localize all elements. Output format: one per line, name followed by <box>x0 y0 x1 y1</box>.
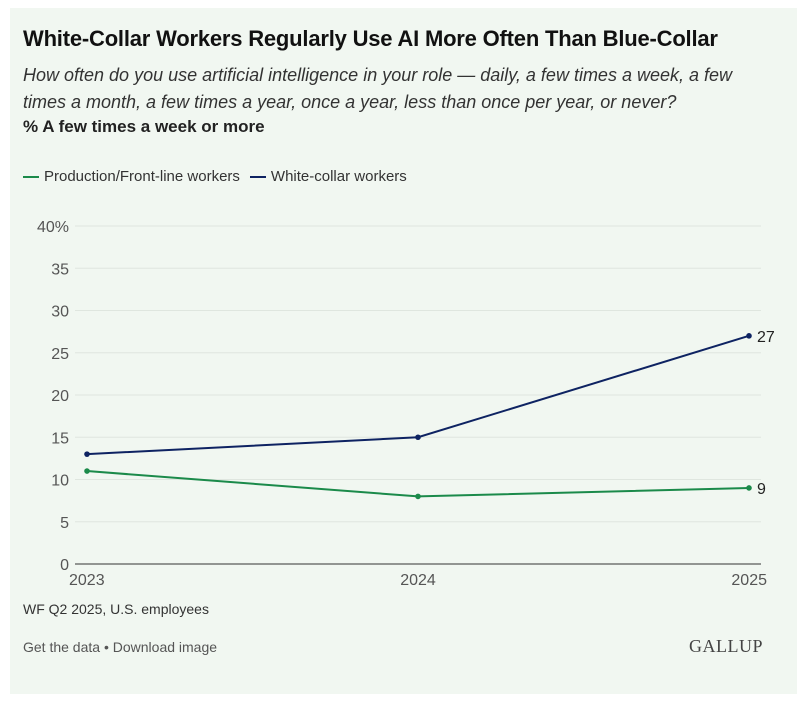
y-tick-label-0: 0 <box>60 557 69 574</box>
x-tick-label-2024: 2024 <box>400 572 436 589</box>
y-tick-label-25: 25 <box>51 346 69 363</box>
legend-item-production: Production/Front-line workers <box>23 168 240 185</box>
data-point-0-2 <box>746 485 752 491</box>
y-tick-label-30: 30 <box>51 304 69 321</box>
y-tick-label-35: 35 <box>51 261 69 278</box>
link-separator: • <box>100 639 113 655</box>
series-line-0 <box>86 470 750 498</box>
legend-swatch-production <box>23 175 39 178</box>
legend-item-white-collar: White-collar workers <box>249 168 407 185</box>
legend-swatch-white-collar <box>249 175 266 178</box>
y-tick-label-40: 40% <box>37 219 69 236</box>
chart-title: White-Collar Workers Regularly Use AI Mo… <box>23 26 718 51</box>
x-tick-label-2023: 2023 <box>69 572 105 589</box>
get-data-link[interactable]: Get the data <box>23 639 101 655</box>
chart-card <box>10 8 797 694</box>
legend-label-white-collar: White-collar workers <box>270 168 407 185</box>
data-point-1-0 <box>84 451 90 457</box>
y-tick-label-15: 15 <box>51 430 69 447</box>
chart-subtitle: How often do you use artificial intellig… <box>23 65 733 112</box>
gallup-logo: GALLUP <box>689 636 763 656</box>
footer-links: Get the data • Download image <box>23 639 217 655</box>
x-tick-label-2025: 2025 <box>731 572 767 589</box>
download-image-link[interactable]: Download image <box>112 639 218 655</box>
end-label-1: 27 <box>757 329 775 346</box>
y-tick-label-5: 5 <box>60 515 69 532</box>
data-point-1-2 <box>746 333 752 339</box>
chart-measure-label: % A few times a week or more <box>23 117 265 136</box>
data-point-1-1 <box>415 434 421 441</box>
data-point-0-0 <box>84 468 90 474</box>
end-label-0: 9 <box>757 481 766 498</box>
y-tick-label-10: 10 <box>51 473 69 490</box>
y-tick-label-20: 20 <box>51 388 69 405</box>
legend-label-production: Production/Front-line workers <box>44 168 240 185</box>
source-note: WF Q2 2025, U.S. employees <box>23 601 209 617</box>
chart-legend: Production/Front-line workers White-coll… <box>23 168 417 185</box>
data-point-0-1 <box>415 493 421 500</box>
